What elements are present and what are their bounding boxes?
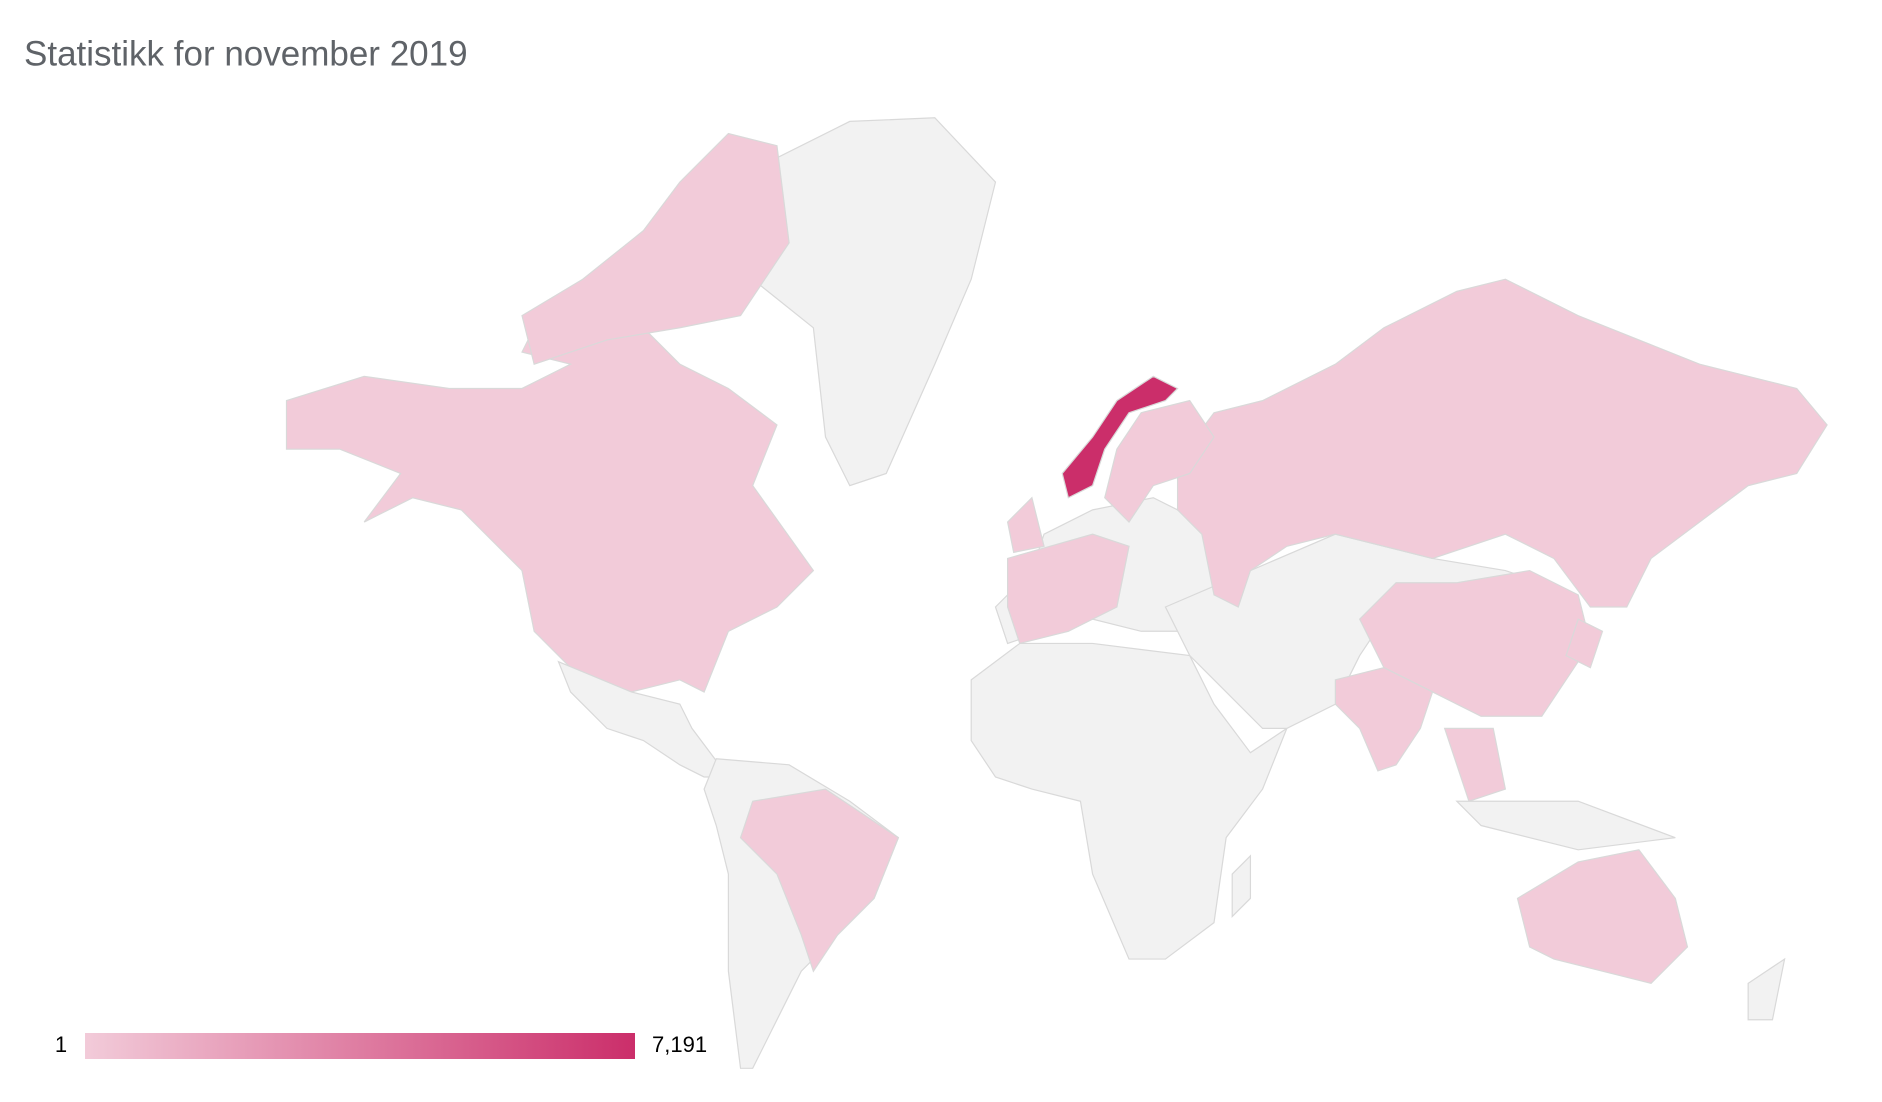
region bbox=[521, 132, 790, 365]
region bbox=[1334, 667, 1434, 772]
region bbox=[1747, 957, 1786, 1021]
region bbox=[970, 642, 1289, 960]
region bbox=[1565, 618, 1604, 669]
legend-min-label: 1 bbox=[55, 1032, 67, 1057]
region bbox=[739, 117, 997, 487]
region bbox=[1231, 854, 1252, 919]
legend-max-label: 7,191 bbox=[652, 1032, 707, 1057]
color-legend bbox=[85, 1033, 635, 1059]
region bbox=[1006, 496, 1045, 554]
chart-title: Statistikk for november 2019 bbox=[24, 34, 468, 73]
region bbox=[1061, 375, 1179, 499]
region bbox=[557, 660, 730, 778]
region bbox=[739, 788, 900, 973]
world-map bbox=[285, 117, 1828, 1069]
region bbox=[1176, 278, 1828, 608]
region bbox=[1007, 533, 1130, 645]
region bbox=[1516, 849, 1689, 985]
region bbox=[1455, 800, 1676, 851]
region bbox=[1443, 727, 1507, 803]
region bbox=[1104, 399, 1215, 523]
